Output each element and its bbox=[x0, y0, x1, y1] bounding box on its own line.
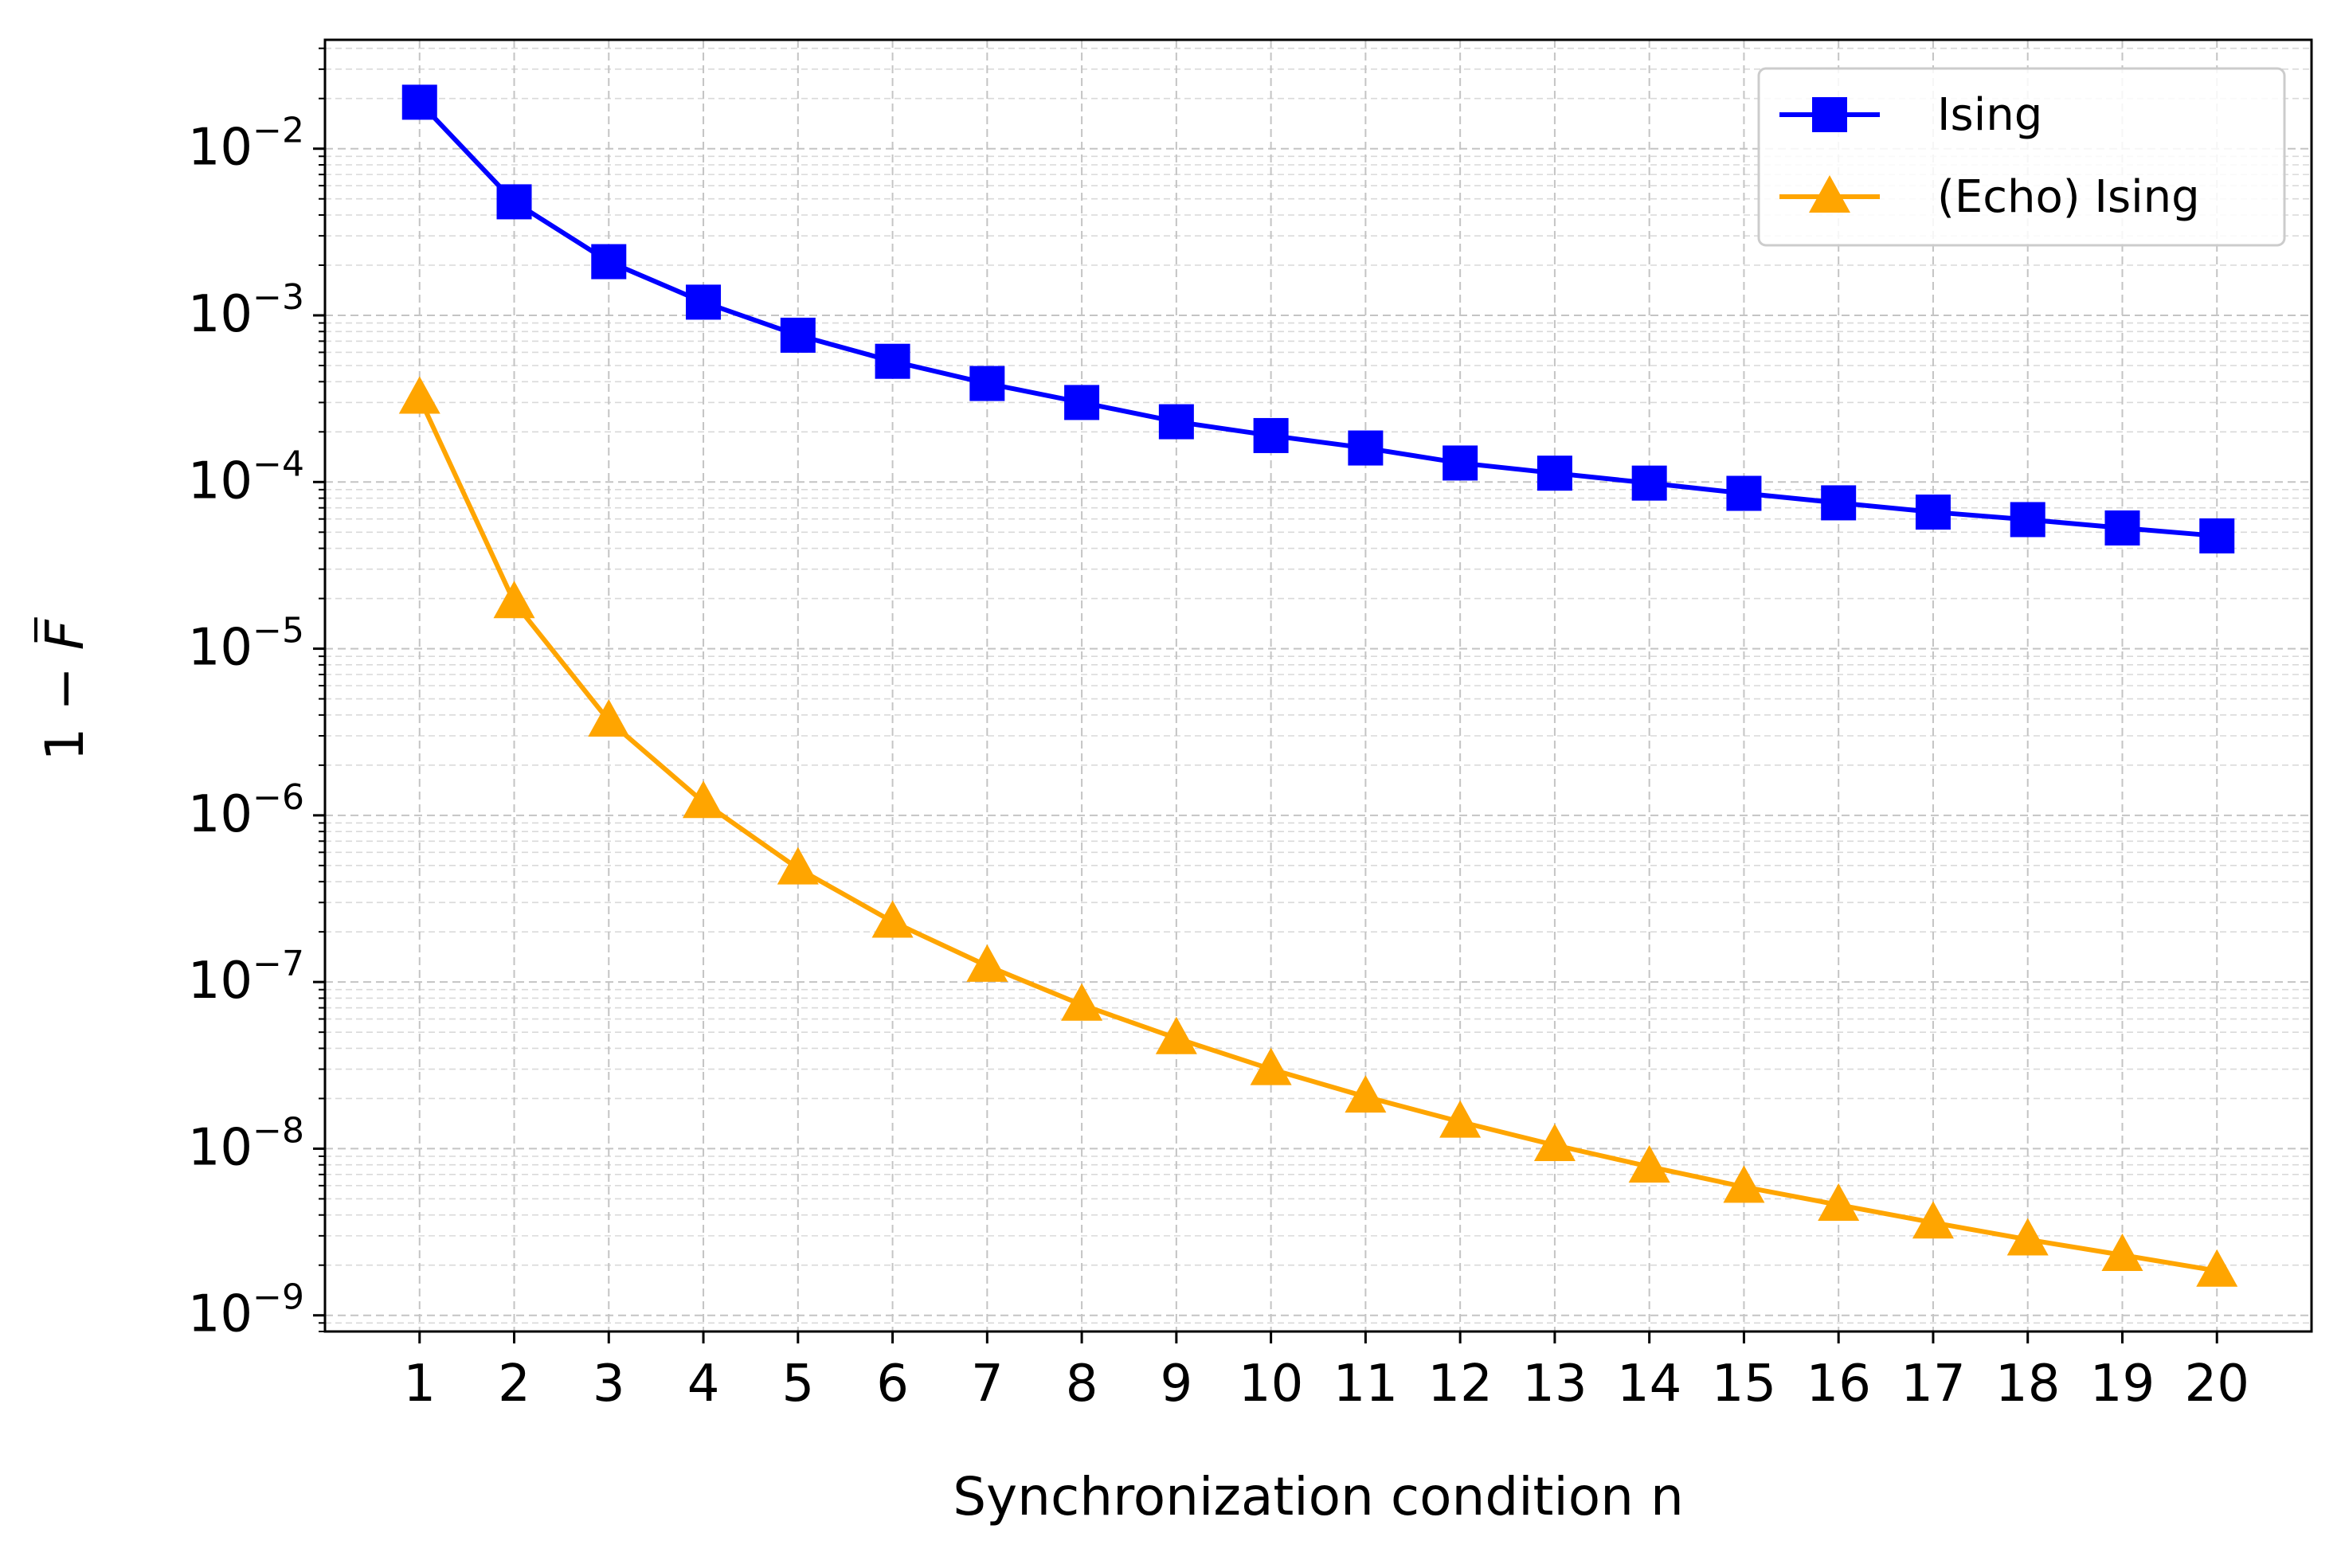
legend-label: Ising bbox=[1937, 89, 2042, 141]
data-point-square bbox=[2104, 510, 2140, 545]
data-point-triangle bbox=[683, 780, 725, 819]
legend-box bbox=[1757, 67, 2286, 247]
grid-lines bbox=[325, 40, 2312, 1332]
legend-label: (Echo) Ising bbox=[1937, 171, 2200, 223]
x-tick-label: 6 bbox=[876, 1355, 909, 1414]
data-point-triangle bbox=[871, 900, 914, 938]
data-point-triangle bbox=[1533, 1123, 1576, 1161]
x-tick-label: 19 bbox=[2090, 1355, 2155, 1414]
x-tick-label: 14 bbox=[1617, 1355, 1681, 1414]
data-point-square bbox=[1158, 404, 1194, 440]
data-point-square bbox=[780, 317, 816, 353]
data-point-triangle bbox=[966, 944, 1008, 982]
data-point-triangle bbox=[2101, 1234, 2143, 1272]
data-point-triangle bbox=[398, 376, 440, 414]
y-axis-label-symbol: F bbox=[34, 619, 96, 650]
y-tick-label: 10−3 bbox=[188, 277, 304, 344]
data-point-triangle bbox=[777, 847, 819, 885]
axis-ticks: 10−210−310−410−510−610−710−810−91 2 3 4 5 6 7 8… bbox=[188, 47, 2249, 1414]
x-tick-label: 17 bbox=[1901, 1355, 1965, 1414]
data-point-square bbox=[591, 244, 627, 280]
data-point-triangle bbox=[1250, 1047, 1292, 1085]
data-point-triangle bbox=[1723, 1165, 1765, 1203]
y-axis-label-prefix: 1 − bbox=[34, 650, 96, 761]
data-point-square bbox=[2010, 502, 2045, 538]
series-echoising bbox=[398, 376, 2238, 1287]
y-tick-label: 10−9 bbox=[188, 1277, 304, 1344]
x-tick-label: 5 bbox=[781, 1355, 814, 1414]
x-tick-label: 2 bbox=[498, 1355, 530, 1414]
legend-item: (Echo) Ising bbox=[1779, 171, 2200, 223]
x-axis-label: Synchronization condition n bbox=[953, 1466, 1684, 1527]
x-tick-label: 8 bbox=[1066, 1355, 1098, 1414]
x-tick-label: 10 bbox=[1239, 1355, 1303, 1414]
y-tick-label: 10−8 bbox=[188, 1110, 304, 1177]
data-point-square bbox=[1064, 385, 1100, 420]
data-point-square bbox=[1821, 485, 1857, 521]
x-tick-label: 16 bbox=[1806, 1355, 1870, 1414]
data-point-square bbox=[969, 366, 1005, 401]
data-point-square bbox=[875, 343, 910, 379]
y-axis-label: 1 − F bbox=[34, 619, 96, 761]
series-layer bbox=[398, 84, 2238, 1287]
data-point-square bbox=[1443, 445, 1478, 481]
y-tick-label: 10−7 bbox=[188, 944, 304, 1011]
legend: Ising (Echo) Ising bbox=[1757, 67, 2286, 247]
x-tick-label: 9 bbox=[1160, 1355, 1192, 1414]
data-point-triangle bbox=[1628, 1145, 1670, 1183]
data-point-triangle bbox=[1345, 1075, 1387, 1113]
data-point-triangle bbox=[2196, 1249, 2238, 1287]
x-tick-label: 20 bbox=[2185, 1355, 2249, 1414]
data-point-triangle bbox=[2006, 1218, 2049, 1256]
data-point-triangle bbox=[1912, 1201, 1954, 1239]
data-point-square bbox=[1253, 417, 1289, 453]
y-tick-label: 10−2 bbox=[188, 111, 304, 178]
data-point-square bbox=[1631, 465, 1667, 501]
x-tick-label: 1 bbox=[403, 1355, 436, 1414]
x-tick-label: 13 bbox=[1522, 1355, 1587, 1414]
y-tick-label: 10−5 bbox=[188, 611, 304, 678]
data-point-square bbox=[1537, 456, 1572, 491]
data-point-triangle bbox=[1155, 1016, 1197, 1054]
x-tick-label: 18 bbox=[1995, 1355, 2060, 1414]
data-point-triangle bbox=[1818, 1183, 1860, 1222]
data-point-square bbox=[2199, 518, 2235, 553]
data-point-square bbox=[1348, 430, 1384, 466]
data-point-square bbox=[1915, 495, 1951, 530]
x-tick-label: 15 bbox=[1712, 1355, 1776, 1414]
data-point-triangle bbox=[493, 581, 535, 619]
x-tick-label: 3 bbox=[593, 1355, 625, 1414]
data-point-square bbox=[401, 84, 437, 120]
data-point-square bbox=[1726, 475, 1762, 511]
data-point-triangle bbox=[1061, 983, 1103, 1021]
series-ising bbox=[401, 84, 2235, 553]
x-tick-label: 11 bbox=[1333, 1355, 1398, 1414]
data-point-triangle bbox=[588, 698, 630, 737]
data-point-square bbox=[496, 184, 532, 220]
data-point-triangle bbox=[1439, 1100, 1482, 1138]
x-tick-label: 7 bbox=[971, 1355, 1004, 1414]
y-tick-label: 10−6 bbox=[188, 777, 304, 844]
data-point-square bbox=[1812, 97, 1847, 132]
x-tick-label: 12 bbox=[1427, 1355, 1492, 1414]
data-point-square bbox=[686, 284, 722, 320]
x-tick-label: 4 bbox=[687, 1355, 720, 1414]
legend-item: Ising bbox=[1779, 89, 2042, 141]
data-point-triangle bbox=[1809, 175, 1850, 213]
y-tick-label: 10−4 bbox=[188, 444, 304, 510]
